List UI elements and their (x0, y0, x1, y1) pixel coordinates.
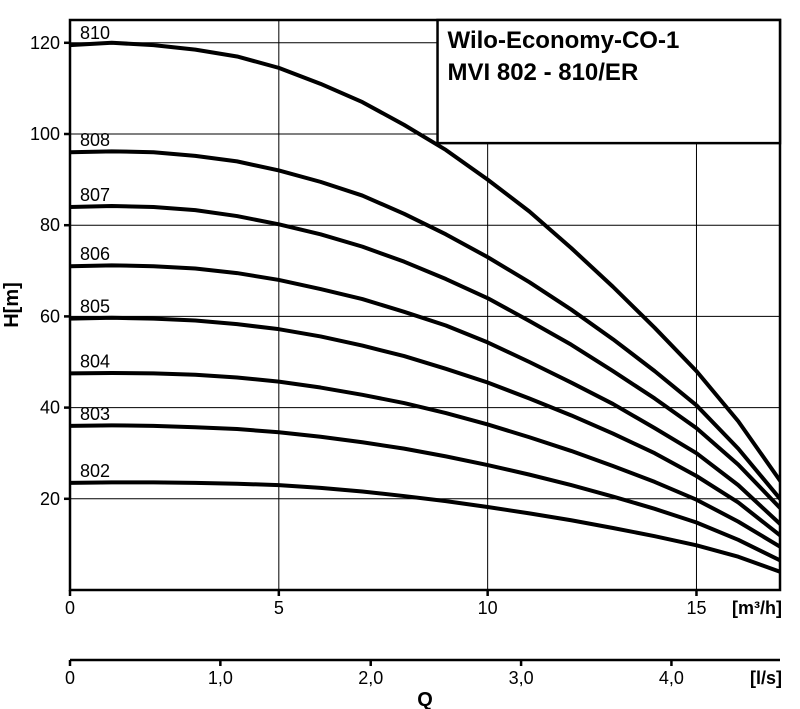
curve-label-806: 806 (80, 244, 110, 264)
x2tick-1: 1,0 (208, 668, 233, 688)
title-line-0: Wilo-Economy-CO-1 (448, 27, 680, 54)
curve-label-808: 808 (80, 130, 110, 150)
x2tick-4: 4,0 (659, 668, 684, 688)
x1tick-15: 15 (686, 598, 706, 618)
chart-container: 810808807806805804803802Wilo-Economy-CO-… (0, 0, 800, 709)
x1tick-5: 5 (274, 598, 284, 618)
ytick-120: 120 (30, 33, 60, 53)
curve-label-807: 807 (80, 185, 110, 205)
x1tick-10: 10 (478, 598, 498, 618)
curve-label-803: 803 (80, 404, 110, 424)
ytick-60: 60 (40, 306, 60, 326)
x1-unit: [m³/h] (732, 598, 782, 618)
ytick-100: 100 (30, 124, 60, 144)
y-axis-label: H[m] (1, 282, 23, 328)
x1tick-0: 0 (65, 598, 75, 618)
curve-label-804: 804 (80, 351, 110, 371)
curve-label-810: 810 (80, 23, 110, 43)
x-axis-label: Q (417, 689, 433, 709)
ytick-20: 20 (40, 489, 60, 509)
curve-label-805: 805 (80, 297, 110, 317)
curve-label-802: 802 (80, 461, 110, 481)
ytick-40: 40 (40, 398, 60, 418)
x2tick-0: 0 (65, 668, 75, 688)
pump-curve-chart: 810808807806805804803802Wilo-Economy-CO-… (0, 0, 800, 709)
x2-unit: [l/s] (750, 668, 782, 688)
x2tick-2: 2,0 (358, 668, 383, 688)
title-line-1: MVI 802 - 810/ER (448, 59, 639, 86)
ytick-80: 80 (40, 215, 60, 235)
x2tick-3: 3,0 (509, 668, 534, 688)
